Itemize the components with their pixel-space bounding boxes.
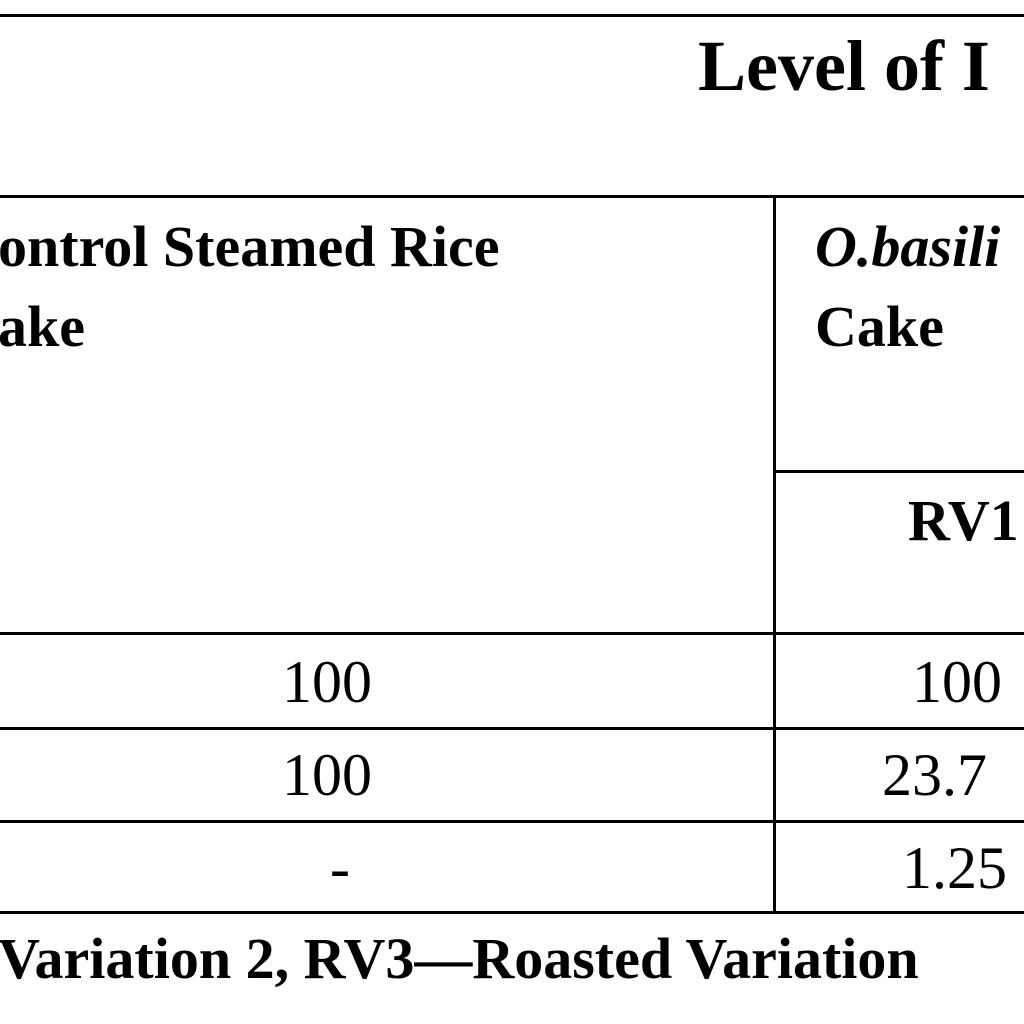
row-2-control-value: 100 bbox=[282, 742, 372, 808]
obasilicum-column-header-line2: Cake bbox=[815, 294, 944, 359]
table-footnote: Variation 2, RV3—Roasted Variation bbox=[0, 926, 919, 991]
control-column-header-line1: ontrol Steamed Rice bbox=[0, 214, 500, 279]
header-bottom-border bbox=[0, 632, 1024, 635]
header-divider bbox=[0, 195, 1024, 198]
row-divider-2 bbox=[0, 820, 1024, 823]
subheader-divider bbox=[775, 470, 1024, 473]
obasilicum-column-header-line1: O.basili bbox=[815, 214, 1001, 279]
table-super-header: Level of I bbox=[698, 26, 990, 106]
row-2-rv1-value: 23.7 bbox=[882, 742, 987, 808]
table-top-border bbox=[0, 14, 1024, 17]
control-column-header-line2: ake bbox=[0, 294, 85, 359]
row-3-rv1-value: 1.25 bbox=[902, 835, 1007, 901]
row-divider-1 bbox=[0, 727, 1024, 730]
table-bottom-border bbox=[0, 911, 1024, 914]
row-1-control-value: 100 bbox=[282, 649, 372, 715]
rv1-subheader: RV1 bbox=[908, 488, 1019, 553]
row-1-rv1-value: 100 bbox=[912, 649, 1002, 715]
row-3-control-value: - bbox=[330, 835, 350, 901]
column-divider bbox=[773, 195, 776, 914]
